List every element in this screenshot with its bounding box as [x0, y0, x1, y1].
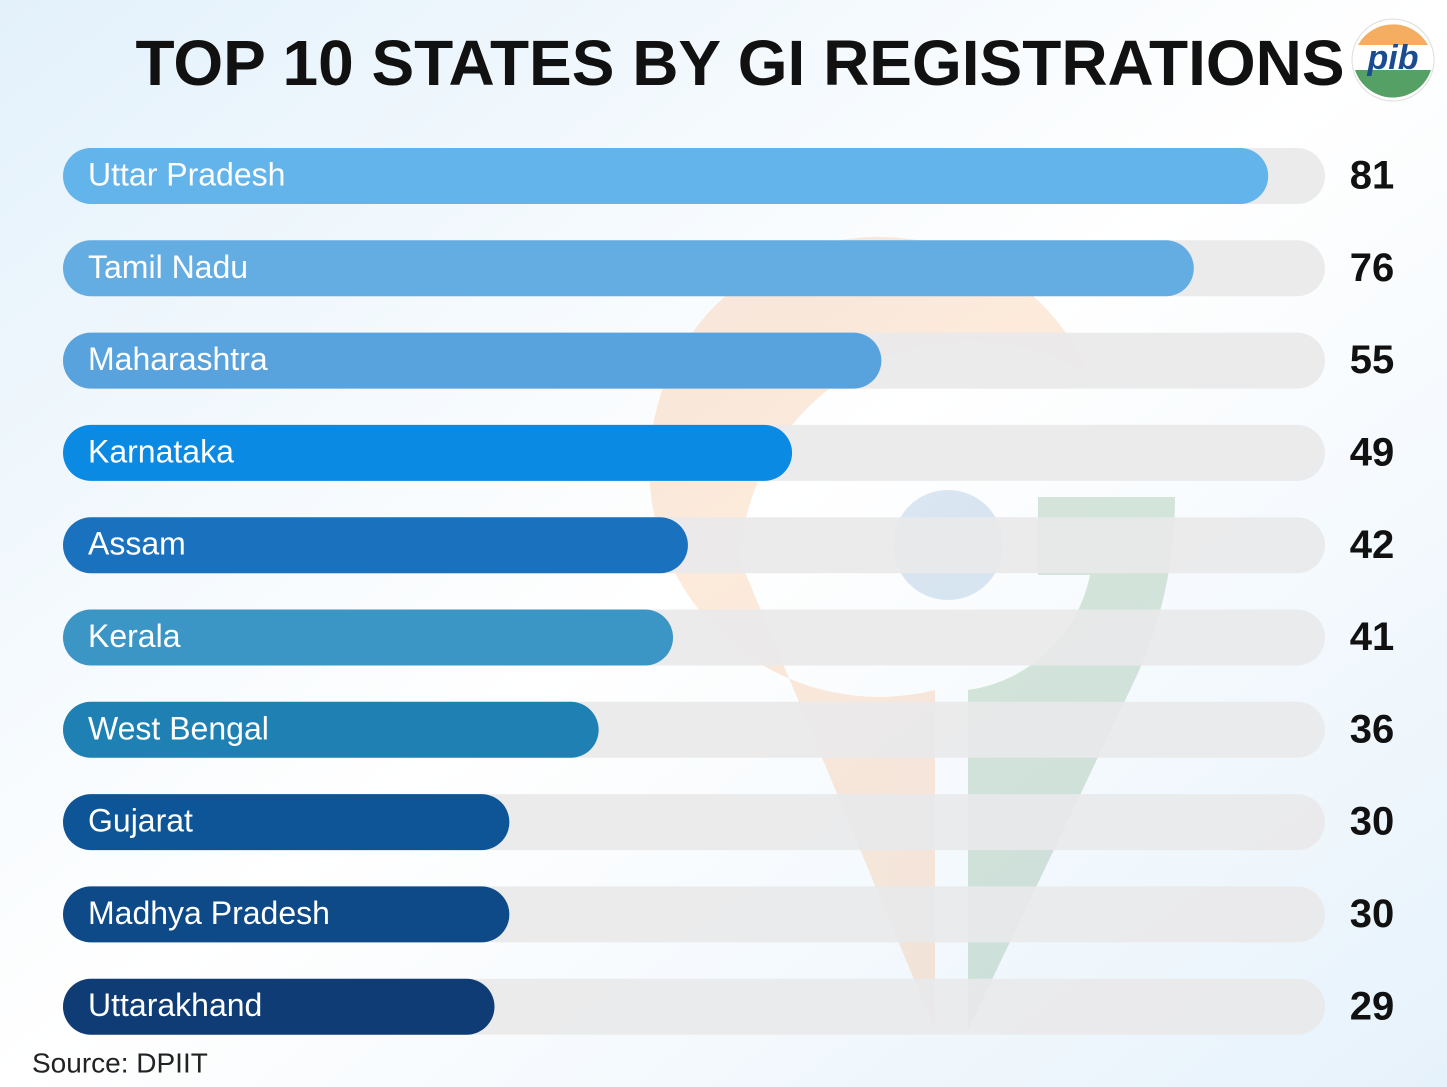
bar	[63, 424, 793, 481]
category-label: West Bengal	[88, 710, 269, 746]
bar	[63, 240, 1194, 297]
bar	[63, 148, 1269, 204]
bar	[63, 701, 599, 758]
category-label: Maharashtra	[88, 341, 268, 377]
value-label: 42	[1350, 523, 1395, 567]
category-label: Assam	[88, 526, 186, 562]
value-label: 81	[1350, 154, 1395, 198]
source: Source: DPIIT	[32, 1047, 208, 1078]
value-label: 55	[1350, 338, 1395, 382]
value-label: 29	[1350, 984, 1395, 1028]
value-label: 36	[1350, 707, 1395, 751]
bar	[63, 517, 688, 574]
category-label: Gujarat	[88, 803, 193, 839]
bar	[63, 332, 882, 389]
category-label: Uttarakhand	[88, 987, 262, 1023]
value-label: 76	[1350, 246, 1395, 290]
bar	[63, 609, 674, 666]
category-label: Madhya Pradesh	[88, 895, 330, 931]
value-label: 49	[1350, 430, 1395, 474]
logo-text: pib	[1367, 39, 1419, 77]
category-label: Uttar Pradesh	[88, 156, 285, 192]
category-label: Karnataka	[88, 433, 234, 469]
chart-title: TOP 10 STATES BY GI REGISTRATIONS	[135, 27, 1344, 99]
value-label: 30	[1350, 800, 1395, 844]
logo: pib	[1351, 18, 1435, 102]
category-label: Kerala	[88, 618, 181, 654]
logo-band	[1358, 24, 1428, 45]
bar	[63, 978, 495, 1035]
category-label: Tamil Nadu	[88, 249, 248, 285]
logo-band	[1355, 70, 1431, 98]
bar	[63, 794, 510, 851]
value-label: 30	[1350, 892, 1395, 936]
bar	[63, 886, 510, 943]
value-label: 41	[1350, 615, 1395, 659]
